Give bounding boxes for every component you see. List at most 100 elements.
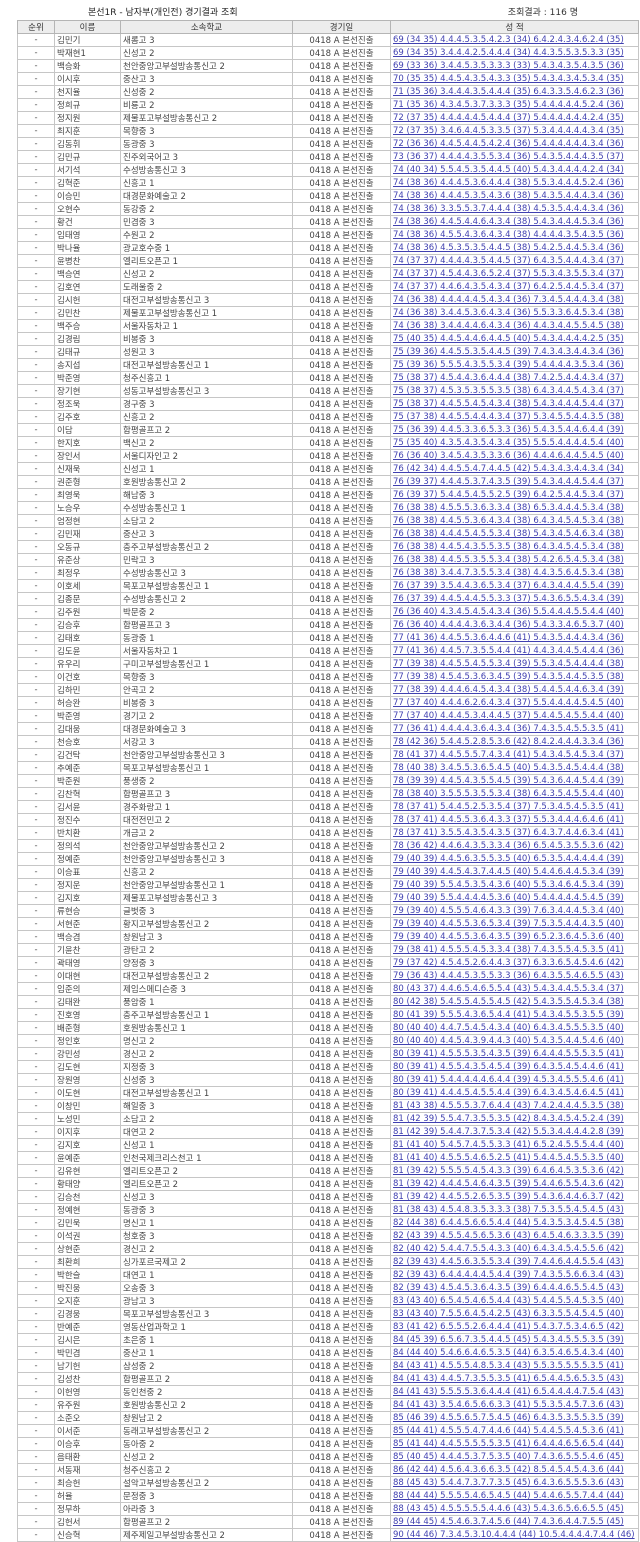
score-link[interactable]: 79 (40 39) 5.5.4.4.4.4.5.3.6 (40) 5.4.4.… bbox=[393, 893, 624, 903]
score-link[interactable]: 85 (44 41) 4.5.5.5.4.7.4.4.6 (44) 5.4.4.… bbox=[393, 1426, 624, 1436]
score-link[interactable]: 80 (41 39) 5.5.5.4.3.6.5.4.4 (41) 5.4.3.… bbox=[393, 1010, 624, 1020]
score-link[interactable]: 76 (39 37) 5.4.4.5.4.5.5.2.5 (39) 6.4.2.… bbox=[393, 490, 624, 500]
score-link[interactable]: 84 (44 40) 5.4.6.6.4.6.5.3.5 (44) 6.3.5.… bbox=[393, 1348, 624, 1358]
score-link[interactable]: 77 (38 39) 4.4.4.6.4.5.4.3.4 (38) 5.4.4.… bbox=[393, 685, 624, 695]
score-link[interactable]: 81 (42 39) 5.5.4.7.3.5.5.3.5 (42) 8.4.3.… bbox=[393, 1114, 624, 1124]
score-link[interactable]: 76 (38 38) 4.5.5.5.3.6.3.3.4 (38) 6.5.3.… bbox=[393, 503, 624, 513]
score-link[interactable]: 81 (41 40) 4.5.5.5.4.6.5.2.5 (41) 5.4.4.… bbox=[393, 1153, 624, 1163]
score-link[interactable]: 79 (40 39) 5.5.4.5.3.5.4.3.6 (40) 5.5.3.… bbox=[393, 880, 624, 890]
score-link[interactable]: 89 (44 45) 4.5.4.6.3.7.4.5.6 (44) 7.4.3.… bbox=[393, 1517, 624, 1527]
score-link[interactable]: 80 (39 41) 4.5.5.5.3.5.4.3.5 (39) 6.4.4.… bbox=[393, 1049, 624, 1059]
score-link[interactable]: 74 (38 36) 3.3.5.5.3.7.4.4.4 (38) 4.5.3.… bbox=[393, 204, 624, 214]
score-link[interactable]: 78 (42 36) 5.4.4.5.2.8.5.3.6 (42) 8.4.2.… bbox=[393, 737, 624, 747]
score-link[interactable]: 78 (37 41) 5.4.4.5.2.5.3.5.4 (37) 7.5.3.… bbox=[393, 802, 624, 812]
score-link[interactable]: 74 (36 38) 3.4.4.4.4.6.4.3.4 (36) 4.4.3.… bbox=[393, 321, 624, 331]
score-link[interactable]: 79 (39 40) 4.5.5.5.4.6.4.3.3 (39) 7.6.3.… bbox=[393, 906, 624, 916]
score-link[interactable]: 86 (42 44) 4.5.6.4.3.6.6.3.5 (42) 8.5.4.… bbox=[393, 1465, 624, 1475]
score-link[interactable]: 84 (41 43) 4.4.5.7.3.5.5.3.5 (41) 6.5.4.… bbox=[393, 1374, 624, 1384]
score-link[interactable]: 88 (44 44) 5.5.5.5.4.6.5.4.5 (44) 5.4.4.… bbox=[393, 1491, 624, 1501]
score-link[interactable]: 84 (41 43) 5.5.5.5.3.6.4.4.4 (41) 6.5.4.… bbox=[393, 1387, 624, 1397]
score-link[interactable]: 79 (39 40) 4.4.5.5.3.6.5.3.4 (39) 7.5.3.… bbox=[393, 919, 624, 929]
score-link[interactable]: 82 (40 42) 5.4.4.7.5.5.4.3.3 (40) 6.4.3.… bbox=[393, 1244, 624, 1254]
score-link[interactable]: 75 (39 36) 4.4.5.5.3.5.4.4.5 (39) 7.4.3.… bbox=[393, 347, 624, 357]
score-link[interactable]: 81 (38 43) 4.5.4.8.3.5.3.3.3 (38) 7.5.3.… bbox=[393, 1205, 624, 1215]
score-link[interactable]: 79 (40 39) 4.4.5.6.3.5.5.3.5 (40) 6.5.3.… bbox=[393, 854, 624, 864]
score-link[interactable]: 73 (36 37) 4.4.4.4.3.5.5.3.4 (36) 5.4.3.… bbox=[393, 152, 624, 162]
score-link[interactable]: 78 (38 40) 3.5.5.5.3.5.5.3.4 (38) 6.4.3.… bbox=[393, 789, 624, 799]
score-link[interactable]: 80 (40 40) 4.4.5.4.3.9.4.4.3 (40) 5.4.3.… bbox=[393, 1036, 624, 1046]
score-link[interactable]: 76 (38 38) 3.4.4.7.3.5.5.3.4 (38) 4.4.3.… bbox=[393, 568, 624, 578]
score-link[interactable]: 74 (40 34) 5.5.4.5.3.5.4.4.5 (40) 5.4.3.… bbox=[393, 165, 624, 175]
score-link[interactable]: 82 (39 43) 6.4.4.4.4.4.5.4.4 (39) 7.4.3.… bbox=[393, 1270, 624, 1280]
score-link[interactable]: 82 (44 38) 6.4.4.5.6.6.5.4.4 (44) 5.4.3.… bbox=[393, 1218, 624, 1228]
score-link[interactable]: 75 (35 40) 4.3.5.4.3.5.4.3.4 (35) 5.5.5.… bbox=[393, 438, 624, 448]
score-link[interactable]: 76 (38 38) 4.4.5.5.3.6.4.3.4 (38) 6.4.3.… bbox=[393, 516, 624, 526]
score-link[interactable]: 85 (40 45) 4.4.4.5.3.7.5.3.5 (40) 7.4.3.… bbox=[393, 1452, 624, 1462]
score-link[interactable]: 76 (37 39) 4.4.5.4.4.5.5.3.3 (37) 5.4.3.… bbox=[393, 594, 624, 604]
score-link[interactable]: 77 (37 40) 4.4.4.6.2.6.4.3.4 (37) 5.5.4.… bbox=[393, 698, 624, 708]
score-link[interactable]: 77 (41 36) 4.4.5.5.3.6.4.4.6 (41) 5.4.3.… bbox=[393, 633, 624, 643]
score-link[interactable]: 83 (41 42) 6.5.5.5.2.6.4.4.4 (41) 5.4.3.… bbox=[393, 1322, 624, 1332]
score-link[interactable]: 83 (43 40) 6.5.4.5.4.6.5.4.4 (43) 5.4.4.… bbox=[393, 1296, 624, 1306]
score-link[interactable]: 74 (38 36) 4.4.4.5.3.5.4.3.6 (38) 5.4.3.… bbox=[393, 191, 624, 201]
score-link[interactable]: 72 (37 35) 4.4.4.4.4.5.4.4.4 (37) 5.4.4.… bbox=[393, 113, 624, 123]
score-link[interactable]: 69 (33 36) 3.4.4.5.3.5.3.3.3 (33) 5.4.3.… bbox=[393, 61, 624, 71]
score-link[interactable]: 82 (39 43) 4.4.5.6.3.5.5.3.4 (39) 7.4.4.… bbox=[393, 1257, 624, 1267]
score-link[interactable]: 88 (43 45) 4.5.5.5.5.5.4.4.6 (43) 5.4.3.… bbox=[393, 1504, 624, 1514]
score-link[interactable]: 81 (39 42) 4.4.5.5.2.6.5.3.5 (39) 5.4.3.… bbox=[393, 1192, 624, 1202]
score-link[interactable]: 74 (38 36) 4.5.5.4.3.6.4.3.4 (38) 4.4.4.… bbox=[393, 230, 624, 240]
score-link[interactable]: 81 (43 38) 4.5.5.5.3.7.6.4.4 (43) 7.4.2.… bbox=[393, 1101, 624, 1111]
score-link[interactable]: 82 (39 43) 4.5.4.5.3.6.4.3.5 (39) 6.4.4.… bbox=[393, 1283, 624, 1293]
score-link[interactable]: 76 (39 37) 4.4.4.5.3.7.4.3.5 (39) 5.4.3.… bbox=[393, 477, 624, 487]
score-link[interactable]: 74 (37 37) 4.5.4.4.3.6.5.2.4 (37) 5.5.3.… bbox=[393, 269, 624, 279]
score-link[interactable]: 76 (38 38) 4.4.4.5.4.5.5.3.4 (38) 5.4.3.… bbox=[393, 529, 624, 539]
score-link[interactable]: 81 (42 39) 5.4.4.7.3.7.5.3.4 (42) 5.5.3.… bbox=[393, 1127, 624, 1137]
score-link[interactable]: 81 (39 42) 5.5.5.5.4.5.4.3.3 (39) 6.4.6.… bbox=[393, 1166, 624, 1176]
score-link[interactable]: 69 (34 35) 3.4.4.4.2.5.4.4.4 (34) 4.4.3.… bbox=[393, 48, 624, 58]
score-link[interactable]: 85 (41 44) 4.4.5.5.5.5.5.3.5 (41) 6.4.4.… bbox=[393, 1439, 624, 1449]
score-link[interactable]: 71 (35 36) 4.3.4.5.3.7.3.3.3 (35) 5.4.4.… bbox=[393, 100, 624, 110]
score-link[interactable]: 84 (41 43) 3.5.4.6.5.6.6.3.3 (41) 5.5.3.… bbox=[393, 1400, 624, 1410]
score-link[interactable]: 80 (42 38) 5.4.5.5.4.5.5.4.5 (42) 5.4.3.… bbox=[393, 997, 624, 1007]
score-link[interactable]: 78 (37 41) 3.5.5.4.3.5.4.3.5 (37) 6.4.3.… bbox=[393, 828, 624, 838]
score-link[interactable]: 80 (39 41) 5.4.4.4.4.4.6.4.4 (39) 4.5.3.… bbox=[393, 1075, 624, 1085]
score-link[interactable]: 79 (40 39) 4.4.5.4.3.7.4.4.5 (40) 5.4.4.… bbox=[393, 867, 624, 877]
score-link[interactable]: 75 (36 39) 4.4.5.3.3.6.5.3.3 (36) 5.4.3.… bbox=[393, 425, 624, 435]
score-link[interactable]: 77 (36 41) 4.4.4.4.3.6.4.3.4 (36) 7.4.3.… bbox=[393, 724, 624, 734]
score-link[interactable]: 84 (45 39) 6.5.6.7.3.5.4.4.5 (45) 5.4.3.… bbox=[393, 1335, 624, 1345]
score-link[interactable]: 72 (37 35) 3.4.6.4.4.5.3.3.5 (37) 5.3.4.… bbox=[393, 126, 624, 136]
score-link[interactable]: 79 (37 42) 4.5.4.5.2.6.4.4.3 (37) 6.3.3.… bbox=[393, 958, 624, 968]
score-link[interactable]: 85 (46 39) 4.5.5.6.5.7.5.4.5 (46) 6.4.3.… bbox=[393, 1413, 624, 1423]
score-link[interactable]: 79 (38 41) 4.5.5.5.4.5.3.3.4 (38) 7.4.3.… bbox=[393, 945, 624, 955]
score-link[interactable]: 72 (36 36) 4.4.5.4.4.5.4.2.4 (36) 5.4.4.… bbox=[393, 139, 624, 149]
score-link[interactable]: 77 (37 40) 4.4.4.5.3.4.4.4.5 (37) 5.4.4.… bbox=[393, 711, 624, 721]
score-link[interactable]: 75 (38 37) 4.4.5.5.4.5.4.3.4 (38) 5.4.3.… bbox=[393, 399, 624, 409]
score-link[interactable]: 69 (34 35) 4.4.4.5.3.5.4.2.3 (34) 6.4.2.… bbox=[393, 35, 624, 45]
score-link[interactable]: 75 (38 37) 4.5.4.4.3.6.4.4.4 (38) 7.4.2.… bbox=[393, 373, 624, 383]
score-link[interactable]: 83 (43 40) 7.5.5.6.4.5.4.2.5 (43) 6.3.3.… bbox=[393, 1309, 624, 1319]
score-link[interactable]: 74 (38 36) 4.4.5.4.4.6.4.3.4 (38) 5.4.3.… bbox=[393, 217, 624, 227]
score-link[interactable]: 84 (43 41) 4.5.5.5.4.8.5.3.4 (43) 5.5.3.… bbox=[393, 1361, 624, 1371]
score-link[interactable]: 77 (39 38) 4.5.4.5.3.6.3.4.5 (39) 5.4.3.… bbox=[393, 672, 624, 682]
score-link[interactable]: 76 (36 40) 3.4.5.4.3.5.3.3.6 (36) 4.4.4.… bbox=[393, 451, 624, 461]
score-link[interactable]: 80 (43 37) 4.4.6.5.4.6.5.5.4 (43) 5.4.3.… bbox=[393, 984, 624, 994]
score-link[interactable]: 76 (36 40) 4.3.4.5.4.5.4.3.4 (36) 5.5.4.… bbox=[393, 607, 624, 617]
score-link[interactable]: 78 (41 37) 4.4.5.5.5.7.4.3.4 (41) 5.4.3.… bbox=[393, 750, 624, 760]
score-link[interactable]: 80 (40 40) 4.4.7.5.4.5.4.3.4 (40) 6.4.3.… bbox=[393, 1023, 624, 1033]
score-link[interactable]: 74 (36 38) 4.4.4.4.4.5.4.3.4 (36) 7.3.4.… bbox=[393, 295, 624, 305]
score-link[interactable]: 76 (37 39) 3.5.4.4.3.6.5.3.4 (37) 6.4.3.… bbox=[393, 581, 624, 591]
score-link[interactable]: 75 (39 36) 5.5.5.4.3.5.5.3.4 (39) 5.4.4.… bbox=[393, 360, 624, 370]
score-link[interactable]: 79 (39 40) 4.4.5.5.3.6.4.3.5 (39) 6.5.2.… bbox=[393, 932, 624, 942]
score-link[interactable]: 76 (38 38) 4.4.5.5.3.5.5.3.4 (38) 5.4.2.… bbox=[393, 555, 624, 565]
score-link[interactable]: 76 (36 40) 4.4.4.4.3.6.3.4.4 (36) 5.4.3.… bbox=[393, 620, 624, 630]
score-link[interactable]: 75 (40 35) 4.4.5.4.4.6.4.4.5 (40) 5.4.3.… bbox=[393, 334, 624, 344]
score-link[interactable]: 74 (36 38) 3.4.4.5.3.6.4.3.4 (36) 5.5.3.… bbox=[393, 308, 624, 318]
score-link[interactable]: 74 (37 37) 4.4.6.4.3.5.4.3.4 (37) 6.4.2.… bbox=[393, 282, 624, 292]
score-link[interactable]: 76 (38 38) 4.4.5.4.3.5.5.3.5 (38) 6.4.3.… bbox=[393, 542, 624, 552]
score-link[interactable]: 81 (41 40) 5.4.5.7.4.5.5.3.3 (41) 6.5.2.… bbox=[393, 1140, 624, 1150]
score-link[interactable]: 78 (40 38) 3.4.5.5.3.6.5.4.5 (40) 5.4.3.… bbox=[393, 763, 624, 773]
score-link[interactable]: 74 (38 36) 4.5.3.5.3.5.4.4.5 (38) 5.4.2.… bbox=[393, 243, 624, 253]
score-link[interactable]: 90 (44 46) 7.3.4.5.3.10.4.4.4 (44) 10.5.… bbox=[393, 1530, 635, 1540]
score-link[interactable]: 70 (35 35) 4.4.5.4.3.5.4.3.3 (35) 5.4.3.… bbox=[393, 74, 624, 84]
score-link[interactable]: 77 (39 38) 4.4.5.5.4.5.5.3.4 (39) 5.5.3.… bbox=[393, 659, 624, 669]
